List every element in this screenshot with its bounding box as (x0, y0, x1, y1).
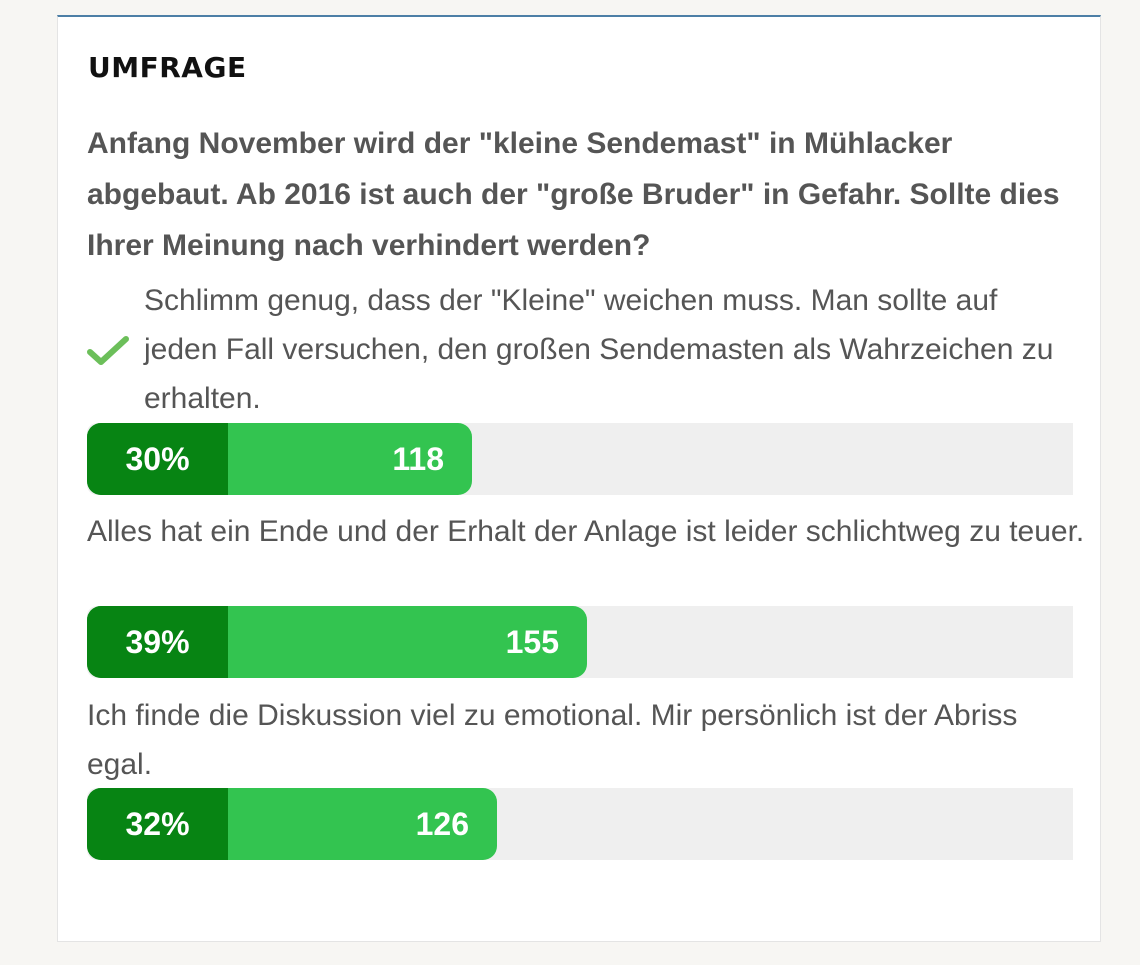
result-percent-3: 32% (87, 788, 228, 860)
result-votes-3: 126 (415, 806, 469, 842)
result-percent-2: 39% (87, 606, 228, 678)
poll-question: Anfang November wird der "kleine Sendema… (87, 127, 1060, 262)
answer-text-2: Alles hat ein Ende und der Erhalt der An… (87, 515, 1085, 548)
result-bar-1: 30% 118 (87, 423, 1073, 495)
poll-title: UMFRAGE (88, 51, 247, 84)
answer-text-1: Schlimm genug, dass der "Kleine" weichen… (144, 284, 1054, 415)
result-bar-2: 39% 155 (87, 606, 1073, 678)
answer-text-3: Ich finde die Diskussion viel zu emotion… (87, 699, 1018, 781)
result-bar-fill-1: 30% 118 (87, 423, 472, 495)
result-bar-fill-3: 32% 126 (87, 788, 497, 860)
result-bar-fill-2: 39% 155 (87, 606, 587, 678)
result-percent-1: 30% (87, 423, 228, 495)
result-bar-3: 32% 126 (87, 788, 1073, 860)
checkmark-icon (87, 336, 129, 365)
result-votes-1: 118 (392, 441, 444, 477)
result-votes-2: 155 (505, 624, 559, 660)
poll-widget: UMFRAGE Anfang November wird der "kleine… (57, 15, 1101, 942)
